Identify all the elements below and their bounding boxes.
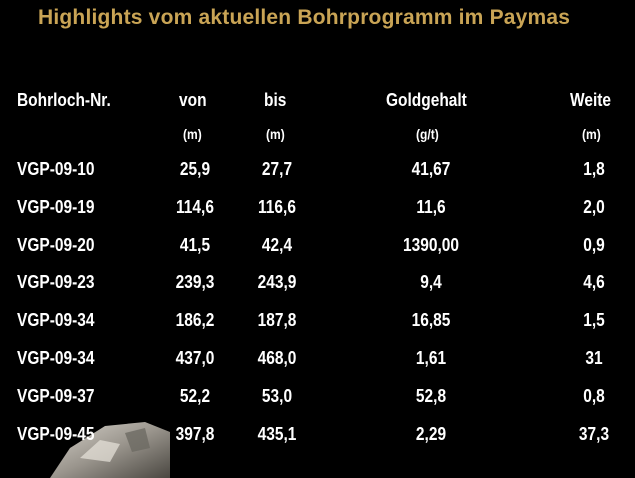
cell-to: 27,7 [261,159,293,179]
unit-from: (m) [183,126,202,142]
cell-to: 468,0 [257,348,297,368]
cell-width: 2,0 [583,197,605,217]
cell-to: 116,6 [258,197,296,217]
cell-from: 52,2 [179,386,211,406]
cell-width: 1,5 [583,310,605,330]
header-hole: Bohrloch-Nr. [17,90,111,110]
header-to: bis [264,90,287,110]
cell-from: 437,0 [175,348,215,368]
cell-hole: VGP-09-10 [17,159,95,179]
cell-to: 435,1 [257,424,297,444]
cell-width: 1,8 [583,159,605,179]
cell-gold: 1390,00 [403,235,459,255]
cell-width: 37,3 [578,424,610,444]
header-gold: Goldgehalt [386,90,467,110]
cell-hole: VGP-09-19 [17,197,95,217]
cell-hole: VGP-09-34 [17,310,95,330]
cell-hole: VGP-09-34 [17,348,95,368]
cell-width: 0,8 [583,386,605,406]
cell-gold: 2,29 [415,424,447,444]
cell-width: 0,9 [583,235,605,255]
cell-gold: 52,8 [415,386,447,406]
cell-hole: VGP-09-45 [17,424,95,444]
cell-from: 41,5 [179,235,211,255]
cell-to: 243,9 [257,272,297,292]
cell-gold: 1,61 [415,348,447,368]
cell-gold: 9,4 [420,272,442,292]
cell-width: 31 [585,348,603,368]
cell-to: 53,0 [261,386,293,406]
cell-hole: VGP-09-20 [17,235,95,255]
cell-to: 187,8 [257,310,297,330]
header-width: Weite [570,90,612,110]
cell-gold: 11,6 [416,197,446,217]
cell-hole: VGP-09-37 [17,386,95,406]
cell-gold: 41,67 [411,159,451,179]
cell-gold: 16,85 [411,310,451,330]
cell-from: 25,9 [179,159,211,179]
page-title: Highlights vom aktuellen Bohrprogramm im… [38,6,571,29]
cell-to: 42,4 [261,235,293,255]
unit-gold: (g/t) [416,126,439,142]
cell-from: 186,2 [175,310,215,330]
unit-to: (m) [266,126,285,142]
header-from: von [179,90,207,110]
cell-width: 4,6 [583,272,605,292]
unit-width: (m) [582,126,601,142]
cell-from: 397,8 [175,424,215,444]
cell-from: 114,6 [176,197,214,217]
cell-hole: VGP-09-23 [17,272,95,292]
cell-from: 239,3 [175,272,215,292]
